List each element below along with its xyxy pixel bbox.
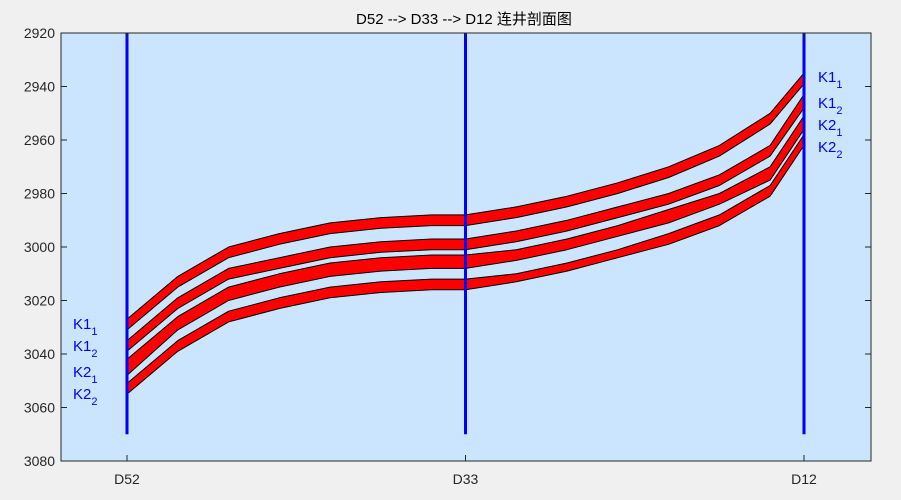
layer-label-left-k1-1: K11: [73, 316, 97, 338]
layer-label-left-k2-1: K21: [73, 364, 97, 386]
layer-label-right-k2-2: K22: [818, 139, 842, 161]
y-tick-label-2980: 2980: [24, 186, 55, 202]
y-tick-label-2960: 2960: [24, 132, 55, 148]
layer-label-right-k1-1: K11: [818, 69, 842, 91]
wells-group: [125, 33, 806, 435]
axes-group: 2920 2940 2960 2980 3000 3020 3040 3060 3080 D52 D…: [24, 25, 872, 487]
y-tick-label-3080: 3080: [24, 453, 55, 469]
layer-label-left-k2-2: K22: [73, 386, 97, 408]
chart-title: D52 --> D33 --> D12 连井剖面图: [356, 11, 572, 28]
y-tick-label-2920: 2920: [24, 25, 55, 41]
x-tick-label-d12: D12: [791, 471, 817, 487]
layer-label-left-k1-2: K12: [73, 338, 97, 360]
y-tick-label-3040: 3040: [24, 346, 55, 362]
x-tick-label-d52: D52: [114, 471, 140, 487]
y-tick-label-3000: 3000: [24, 239, 55, 255]
layer-label-right-k2-1: K21: [818, 117, 842, 139]
y-tick-label-3020: 3020: [24, 293, 55, 309]
layer-label-right-k1-2: K12: [818, 95, 842, 117]
x-tick-label-d33: D33: [453, 471, 479, 487]
y-tick-label-3060: 3060: [24, 400, 55, 416]
y-tick-label-2940: 2940: [24, 79, 55, 95]
